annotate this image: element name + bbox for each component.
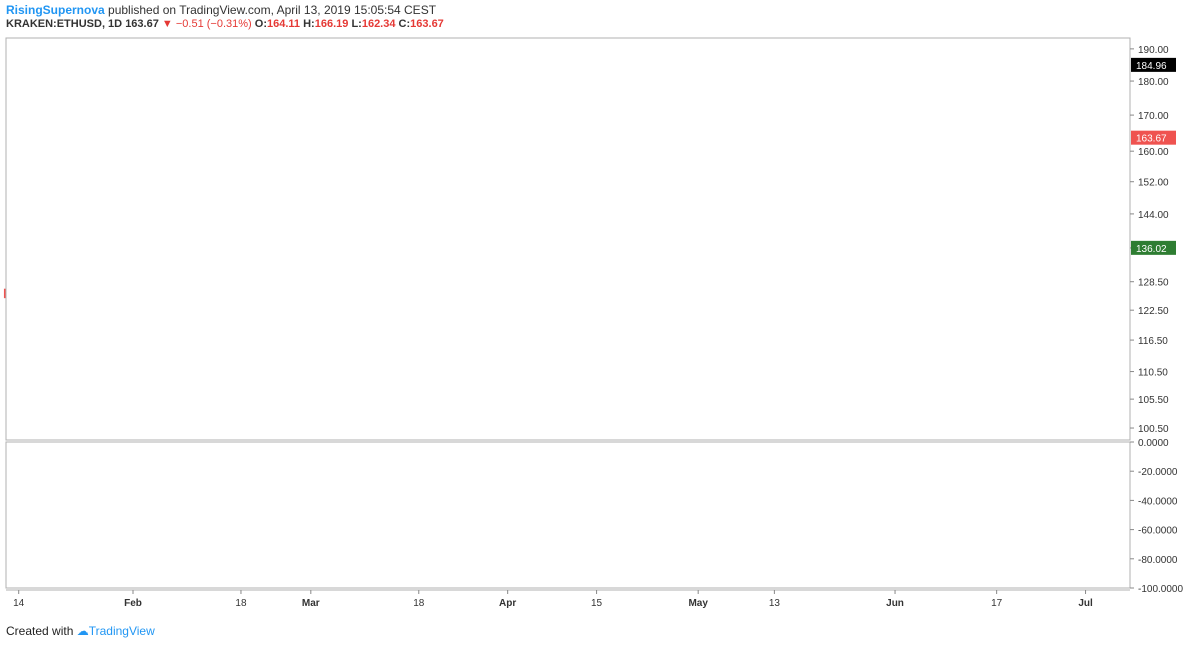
open-label: O: bbox=[254, 18, 267, 30]
open-value: 164.11 bbox=[267, 18, 301, 30]
price-axis-label: 160.00 bbox=[1138, 147, 1169, 158]
time-axis-label: 13 bbox=[769, 598, 781, 609]
price-axis-label: 128.50 bbox=[1138, 278, 1169, 289]
publish-info: RisingSupernova published on TradingView… bbox=[6, 3, 436, 17]
price-badge-label: 163.67 bbox=[1136, 134, 1167, 145]
wr-pane-frame bbox=[5, 441, 1131, 589]
axes: 100.50 105.50 110.50 116.50 122.50 128.50 136.… bbox=[5, 37, 1183, 609]
price-axis-label: 152.00 bbox=[1138, 178, 1169, 189]
time-axis-label: Jun bbox=[886, 598, 904, 609]
time-axis-label: Feb bbox=[124, 598, 142, 609]
low-label: L: bbox=[351, 18, 362, 30]
time-axis-label: Jul bbox=[1078, 598, 1093, 609]
ohlc-header: KRAKEN:ETHUSD, 1D 163.67 ▼ −0.51 (−0.31%… bbox=[6, 18, 444, 30]
price-axis-label: 110.50 bbox=[1138, 368, 1168, 379]
time-axis-label: May bbox=[688, 598, 708, 609]
price-badge-label: 184.96 bbox=[1136, 61, 1167, 72]
time-axis-label: 18 bbox=[235, 598, 247, 609]
low-value: 162.34 bbox=[361, 18, 396, 30]
wr-axis-label: -20.0000 bbox=[1138, 467, 1178, 478]
wr-axis-label: -60.0000 bbox=[1138, 526, 1178, 537]
price-axis-label: 144.00 bbox=[1138, 210, 1169, 221]
published-text: published on TradingView.com, April 13, … bbox=[108, 3, 437, 17]
price-axis-label: 170.00 bbox=[1138, 111, 1169, 122]
time-axis-label: 18 bbox=[413, 598, 425, 609]
wr-axis-label: -40.0000 bbox=[1138, 496, 1178, 507]
author-link[interactable]: RisingSupernova bbox=[6, 3, 105, 17]
change-value: −0.51 (−0.31%) bbox=[175, 18, 252, 30]
time-axis-label: Mar bbox=[302, 598, 320, 609]
time-axis-label: 15 bbox=[591, 598, 603, 609]
change-arrow-icon: ▼ bbox=[161, 18, 173, 30]
price-badge bbox=[1131, 57, 1176, 72]
price-axis-label: 105.50 bbox=[1138, 395, 1169, 406]
high-value: 166.19 bbox=[314, 18, 349, 30]
footer: Created with ☁TradingView bbox=[6, 624, 155, 638]
price-badge bbox=[1131, 240, 1176, 255]
main-pane-frame bbox=[5, 37, 1131, 441]
price-axis-label: 122.50 bbox=[1138, 306, 1169, 317]
price-chart[interactable]: Ethereum / U.S. Dollar, 1D, KRAKENVPVRIc… bbox=[0, 34, 1200, 620]
wr-axis-label: -100.0000 bbox=[1138, 584, 1183, 595]
price-axis-label: 180.00 bbox=[1138, 77, 1169, 88]
time-axis-label: 14 bbox=[13, 598, 25, 609]
time-axis-label: Apr bbox=[499, 598, 516, 609]
price-badge-label: 136.02 bbox=[1136, 244, 1167, 255]
close-value: 163.67 bbox=[410, 18, 444, 30]
last-price: 163.67 bbox=[125, 18, 159, 30]
wr-axis-label: 0.0000 bbox=[1138, 438, 1169, 449]
high-label: H: bbox=[303, 18, 315, 30]
price-badge bbox=[1131, 130, 1176, 145]
tradingview-logo-icon[interactable]: ☁ bbox=[76, 624, 89, 638]
close-label: C: bbox=[398, 18, 411, 30]
tradingview-brand[interactable]: TradingView bbox=[88, 624, 155, 638]
symbol-label: KRAKEN:ETHUSD, 1D bbox=[6, 18, 123, 30]
created-with-label: Created with bbox=[6, 624, 74, 638]
price-axis-label: 100.50 bbox=[1138, 424, 1169, 435]
price-axis-label: 116.50 bbox=[1138, 336, 1168, 347]
price-axis-label: 190.00 bbox=[1138, 45, 1169, 56]
time-axis-label: 17 bbox=[991, 598, 1003, 609]
wr-axis-label: -80.0000 bbox=[1138, 555, 1178, 566]
